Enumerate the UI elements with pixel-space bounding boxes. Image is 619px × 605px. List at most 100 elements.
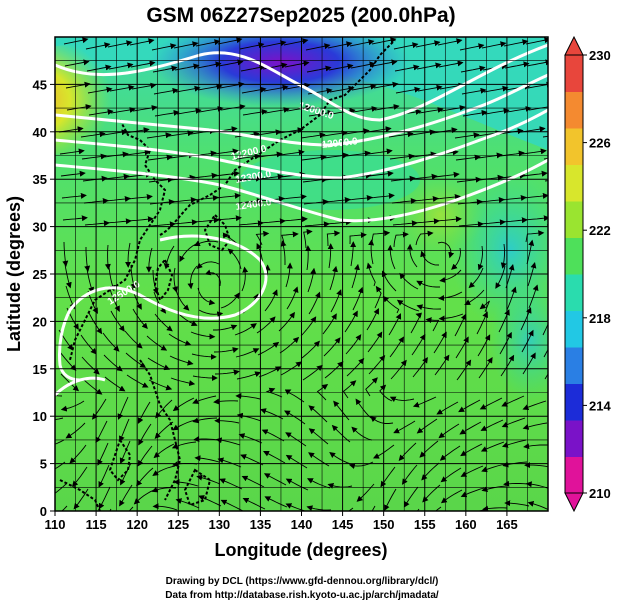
streamline-arrow bbox=[403, 486, 419, 508]
streamline-arrow bbox=[437, 38, 463, 46]
streamline-arrow bbox=[198, 495, 222, 507]
colorbar-segment bbox=[565, 128, 583, 165]
streamline-arrow bbox=[325, 197, 351, 203]
streamline-arrow bbox=[366, 308, 379, 331]
streamline-arrow bbox=[69, 444, 87, 464]
streamline-arrow bbox=[278, 311, 295, 332]
streamline-arrow bbox=[352, 286, 364, 311]
streamline-arrow bbox=[130, 264, 137, 290]
contour-12400 bbox=[55, 158, 548, 223]
streamline-arrow bbox=[175, 85, 201, 93]
streamline-arrow bbox=[110, 107, 136, 114]
streamline-arrow bbox=[506, 286, 517, 311]
streamline-arrow bbox=[434, 171, 460, 178]
streamline-arrow bbox=[81, 153, 107, 160]
colorbar-tick-label: 222 bbox=[589, 223, 611, 238]
streamline-arrow bbox=[130, 60, 156, 68]
streamline-arrow bbox=[372, 444, 395, 459]
streamline-arrow bbox=[323, 337, 341, 357]
streamline-arrow bbox=[368, 170, 394, 177]
streamline-arrow bbox=[420, 250, 440, 266]
streamline-arrow bbox=[394, 64, 420, 72]
streamline-arrow bbox=[460, 465, 484, 477]
streamline-arrow bbox=[525, 481, 548, 489]
streamline-arrow bbox=[399, 272, 419, 290]
streamline-arrow bbox=[307, 478, 331, 489]
streamline-arrow bbox=[136, 467, 154, 487]
streamline-arrow bbox=[109, 84, 135, 92]
streamline-arrow bbox=[425, 317, 440, 332]
streamline-arrow bbox=[327, 243, 334, 269]
streamline-arrow bbox=[150, 221, 176, 228]
streamline-arrow bbox=[329, 452, 352, 465]
streamline-arrow bbox=[125, 149, 151, 156]
streamline-arrow bbox=[137, 445, 153, 467]
streamline-arrow bbox=[61, 505, 68, 511]
colorbar-labels: 230 226 222 218 214 210 bbox=[583, 48, 611, 501]
streamline-arrow bbox=[260, 408, 284, 420]
streamline-arrow bbox=[342, 380, 357, 399]
streamline-arrow bbox=[483, 85, 509, 93]
colorbar-segment bbox=[565, 55, 583, 92]
streamline-arrow bbox=[215, 192, 241, 199]
streamline-arrow bbox=[213, 148, 239, 155]
streamline-arrow bbox=[544, 373, 548, 380]
streamline-arrow bbox=[261, 40, 287, 48]
streamline-arrow bbox=[171, 441, 197, 449]
streamline-arrow bbox=[236, 412, 262, 422]
streamline-arrow bbox=[129, 38, 155, 46]
streamline-arrow bbox=[388, 131, 414, 138]
x-tick-label: 120 bbox=[126, 517, 148, 532]
streamline-arrow bbox=[175, 289, 190, 311]
streamline-arrow bbox=[302, 364, 323, 381]
streamline-arrow bbox=[125, 352, 147, 368]
streamline-arrow bbox=[422, 484, 441, 503]
colorbar-segment bbox=[565, 91, 583, 129]
streamline-arrow bbox=[436, 401, 459, 415]
streamline-arrow bbox=[59, 351, 77, 371]
streamline-arrow bbox=[119, 484, 133, 507]
streamline-arrow bbox=[104, 244, 111, 270]
streamline-arrow bbox=[434, 354, 450, 376]
height-contours bbox=[55, 43, 548, 397]
streamline-arrow bbox=[499, 331, 512, 355]
streamline-arrow bbox=[241, 266, 249, 292]
streamline-arrow bbox=[152, 465, 176, 476]
streamline-arrow bbox=[480, 219, 506, 226]
streamline-arrow bbox=[172, 267, 178, 293]
streamline-arrow bbox=[417, 84, 443, 92]
x-tick-label: 145 bbox=[332, 517, 354, 532]
streamline-arrow bbox=[524, 462, 548, 469]
streamline-arrow bbox=[108, 62, 134, 70]
streamline-arrow bbox=[284, 60, 310, 68]
streamline-arrow bbox=[119, 440, 131, 465]
streamline-arrow bbox=[525, 37, 548, 45]
streamline-arrow bbox=[213, 324, 238, 331]
colorbar-segment bbox=[565, 274, 583, 311]
streamline-arrow bbox=[521, 148, 547, 155]
streamline-arrow bbox=[440, 489, 463, 504]
streamline-arrow bbox=[523, 443, 548, 450]
streamline-arrow bbox=[455, 154, 481, 161]
streamline-arrow bbox=[172, 419, 196, 431]
streamline-arrow bbox=[438, 291, 463, 302]
streamline-arrow bbox=[506, 106, 532, 113]
streamline-arrow bbox=[147, 357, 171, 371]
streamline-arrow bbox=[179, 243, 197, 263]
colorbar-segment bbox=[565, 383, 583, 421]
streamline-arrow bbox=[328, 63, 354, 71]
y-tick-label: 0 bbox=[40, 504, 47, 519]
streamline-arrow bbox=[389, 336, 405, 358]
streamline-arrow bbox=[62, 241, 69, 267]
y-tick-label: 25 bbox=[33, 267, 47, 282]
streamline-arrow bbox=[503, 39, 529, 47]
streamline-arrow bbox=[504, 61, 530, 69]
colorbar-tick-label: 214 bbox=[589, 398, 611, 413]
map-grid bbox=[55, 37, 548, 511]
streamline-arrow bbox=[543, 348, 548, 358]
contour-label-5: 12400.0 bbox=[235, 197, 273, 213]
streamline-arrow bbox=[542, 135, 548, 138]
streamline-arrow bbox=[213, 347, 239, 353]
cold-core-shading bbox=[150, 37, 410, 107]
streamline-arrow bbox=[174, 63, 200, 71]
